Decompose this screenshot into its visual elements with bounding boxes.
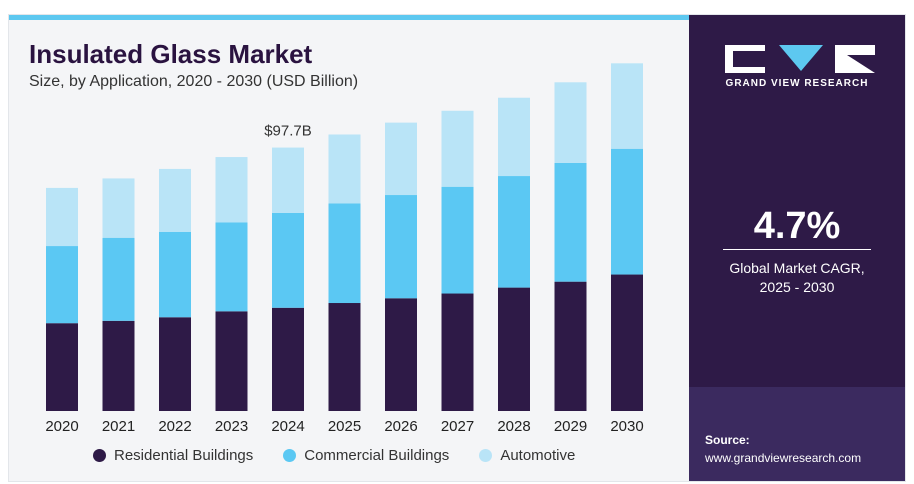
bar-segment-2021-series-0 (102, 320, 135, 411)
bar-stack-2027 (441, 110, 474, 411)
bar-segment-2029-series-2 (554, 82, 587, 163)
chart-subtitle: Size, by Application, 2020 - 2030 (USD B… (29, 73, 359, 90)
bar-segment-2029-series-0 (554, 281, 587, 411)
bar-stack-2030 (611, 63, 643, 411)
x-tick-label-2028: 2028 (497, 418, 530, 435)
legend-label: Automotive (500, 447, 576, 464)
x-tick-label-2030: 2030 (610, 418, 643, 435)
bar-segment-2022-series-1 (159, 231, 191, 318)
bar-segment-2027-series-0 (441, 293, 474, 411)
bar-segment-2024-series-2 (272, 147, 304, 213)
bar-segment-2030-series-1 (611, 148, 643, 275)
bar-segment-2025-series-2 (328, 134, 361, 204)
bar-stack-2029 (554, 82, 587, 411)
chart-legend: Residential Buildings Commercial Building… (93, 447, 575, 464)
legend-item-1: Commercial Buildings (283, 447, 449, 464)
grand-view-research-logo (725, 45, 875, 73)
legend-item-0: Residential Buildings (93, 447, 253, 464)
bar-stack-2025 (328, 134, 361, 411)
x-tick-label-2022: 2022 (158, 418, 191, 435)
legend-swatch (93, 449, 106, 462)
legend-label: Residential Buildings (114, 447, 254, 464)
stacked-bar-chart: 2020 2021 2022 2023 2024 $97.7B 2025 2026 2027 20… (45, 63, 644, 435)
bar-segment-2021-series-2 (102, 178, 135, 238)
legend-swatch (479, 449, 493, 462)
source-label: Source: (705, 433, 750, 447)
bar-stack-2024 (272, 147, 304, 411)
x-tick-label-2029: 2029 (554, 418, 587, 435)
bar-segment-2020-series-1 (46, 246, 78, 324)
bar-segment-2024-series-0 (272, 307, 304, 411)
bar-segment-2020-series-0 (46, 323, 78, 411)
x-tick-label-2026: 2026 (384, 418, 417, 435)
bar-segment-2022-series-2 (159, 168, 191, 232)
logo-wordmark: GRAND VIEW RESEARCH (725, 78, 869, 89)
bar-stack-2023 (215, 157, 248, 411)
legend-swatch (283, 449, 297, 462)
x-tick-label-2025: 2025 (328, 418, 361, 435)
bar-segment-2025-series-0 (328, 303, 361, 411)
cagr-label-line2: 2025 - 2030 (759, 279, 835, 295)
cagr-divider (723, 249, 871, 250)
accent-bar (9, 15, 689, 20)
bar-segment-2026-series-1 (385, 195, 417, 299)
x-tick-label-2024: 2024 (271, 418, 304, 435)
bar-stack-2020 (46, 187, 78, 411)
x-tick-label-2027: 2027 (441, 418, 474, 435)
bar-segment-2023-series-1 (215, 222, 248, 312)
x-tick-label-2021: 2021 (102, 418, 135, 435)
bar-stack-2028 (498, 97, 530, 411)
bar-segment-2023-series-0 (215, 311, 248, 411)
bar-segment-2026-series-2 (385, 122, 417, 196)
bar-stack-2021 (102, 178, 135, 411)
bar-segment-2021-series-1 (102, 237, 135, 321)
cagr-label: Global Market CAGR, 2025 - 2030 (689, 259, 905, 297)
bar-segment-2022-series-0 (159, 317, 191, 411)
legend-label: Commercial Buildings (304, 447, 450, 464)
bar-segment-2026-series-0 (385, 298, 417, 411)
bar-segment-2023-series-2 (215, 157, 248, 223)
cagr-value: 4.7% (753, 205, 841, 247)
x-tick-label-2020: 2020 (45, 418, 78, 435)
x-tick-label-2023: 2023 (215, 418, 248, 435)
bar-segment-2028-series-2 (498, 97, 530, 177)
bar-stack-2022 (159, 168, 191, 411)
source-link[interactable]: www.grandviewresearch.com (705, 451, 862, 465)
bar-segment-2028-series-1 (498, 176, 530, 288)
chart-title: Insulated Glass Market (29, 39, 313, 69)
bar-segment-2027-series-1 (441, 186, 474, 294)
bar-segment-2024-series-1 (272, 212, 304, 308)
bar-segment-2025-series-1 (328, 203, 361, 304)
source-background (689, 387, 905, 481)
info-sidebar: GRAND VIEW RESEARCH 4.7% Global Market C… (689, 15, 905, 481)
bar-segment-2029-series-1 (554, 162, 587, 282)
bar-segment-2028-series-0 (498, 287, 530, 411)
infographic-frame: Insulated Glass Market Size, by Applicat… (8, 14, 906, 482)
bar-segment-2030-series-0 (611, 274, 643, 411)
bar-segment-2030-series-2 (611, 63, 643, 149)
legend-item-2: Automotive (479, 447, 575, 464)
value-annotation: $97.7B (264, 123, 312, 140)
cagr-label-line1: Global Market CAGR, (729, 260, 865, 276)
bar-segment-2027-series-2 (441, 110, 474, 187)
bar-stack-2026 (385, 122, 417, 411)
bar-segment-2020-series-2 (46, 187, 78, 247)
